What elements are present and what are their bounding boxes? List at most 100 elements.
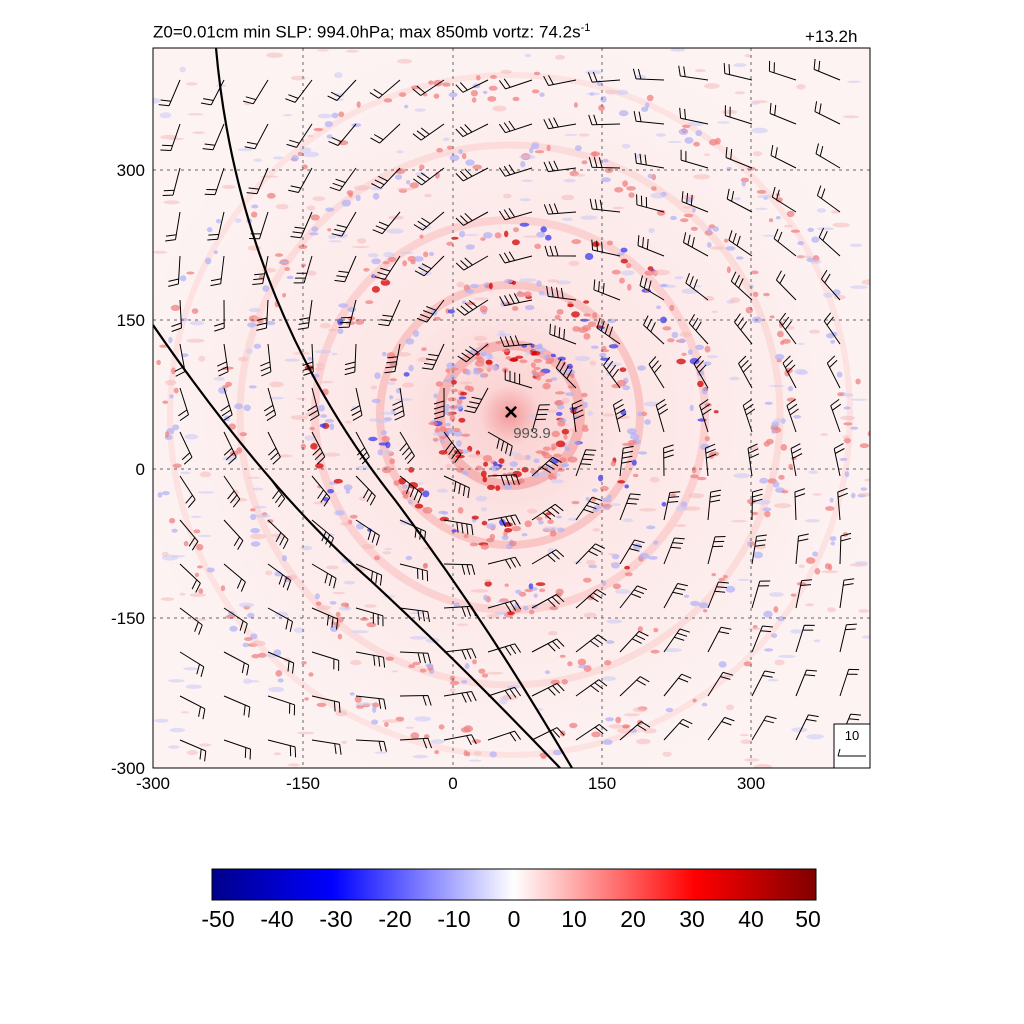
vorticity-speckle — [461, 680, 468, 684]
vorticity-speckle — [641, 411, 648, 417]
vorticity-speckle — [504, 278, 513, 284]
vorticity-speckle — [524, 291, 532, 298]
wind-barb — [499, 293, 533, 307]
vorticity-speckle — [857, 492, 870, 497]
wind-barb — [223, 695, 251, 718]
vorticity-speckle — [756, 194, 774, 199]
wind-barb — [596, 317, 621, 345]
vorticity-speckle — [331, 352, 338, 356]
vorticity-speckle — [573, 173, 586, 177]
vorticity-speckle — [520, 161, 526, 168]
vorticity-speckle — [234, 403, 243, 410]
vorticity-speckle — [796, 84, 806, 90]
wind-barb — [416, 299, 445, 323]
wind-barb — [619, 493, 641, 521]
vorticity-speckle — [541, 451, 547, 457]
vorticity-speckle — [320, 414, 328, 418]
vorticity-speckle — [703, 361, 712, 366]
vorticity-speckle — [550, 361, 559, 368]
vorticity-speckle — [262, 285, 270, 292]
vorticity-speckle — [382, 551, 392, 555]
coastline-east — [214, 48, 573, 768]
vorticity-speckle — [706, 242, 712, 248]
vorticity-speckle — [683, 506, 701, 511]
vorticity-speckle — [317, 49, 330, 52]
vorticity-speckle — [433, 79, 443, 87]
vorticity-speckle — [534, 150, 545, 154]
title-main: Z0=0.01cm min SLP: 994.0hPa; max 850mb v… — [153, 22, 581, 42]
vorticity-speckle — [470, 90, 478, 97]
vorticity-speckle — [453, 602, 460, 608]
vorticity-speckle — [234, 218, 242, 224]
vorticity-speckle — [463, 534, 469, 539]
wind-barb — [179, 651, 205, 678]
vorticity-speckle — [786, 210, 795, 218]
vorticity-speckle — [861, 279, 870, 285]
vorticity-speckle — [198, 588, 204, 595]
vorticity-speckle — [713, 410, 719, 414]
vorticity-speckle — [198, 355, 206, 362]
vorticity-speckle — [429, 251, 434, 257]
vorticity-speckle — [501, 349, 510, 353]
wind-barb — [433, 387, 445, 420]
vorticity-speckle — [621, 270, 635, 276]
vorticity-speckle — [481, 673, 489, 678]
wind-barb — [778, 312, 797, 345]
vorticity-speckle — [547, 409, 558, 413]
vorticity-speckle — [325, 207, 335, 212]
vorticity-speckle — [830, 340, 836, 344]
vorticity-speckle — [777, 616, 785, 622]
vorticity-speckle — [637, 411, 643, 417]
vorticity-speckle — [602, 580, 607, 586]
vorticity-speckle — [343, 484, 353, 491]
wind-barb — [311, 651, 340, 671]
vorticity-speckle — [475, 495, 488, 502]
wind-barb — [738, 355, 753, 389]
vorticity-speckle — [753, 291, 759, 297]
vorticity-speckle — [506, 685, 520, 690]
vorticity-speckle — [755, 500, 771, 505]
vorticity-speckle — [624, 713, 640, 717]
vorticity-speckle — [825, 506, 835, 511]
vorticity-speckle — [671, 331, 679, 339]
wind-barb — [260, 343, 272, 377]
vorticity-speckle — [458, 396, 467, 400]
wind-barb — [724, 105, 753, 125]
vorticity-speckle — [220, 585, 226, 592]
vorticity-speckle — [619, 367, 627, 373]
vorticity-speckle — [585, 559, 596, 565]
vorticity-speckle — [559, 654, 566, 658]
vorticity-speckle — [250, 513, 257, 521]
vorticity-speckle — [356, 101, 361, 108]
vorticity-speckle — [250, 541, 261, 547]
vorticity-speckle — [268, 396, 284, 400]
wind-barb — [399, 607, 430, 622]
vorticity-speckle — [729, 376, 740, 381]
vorticity-speckle — [253, 343, 262, 349]
vorticity-speckle — [249, 508, 256, 512]
wind-barb — [487, 514, 521, 528]
vorticity-speckle — [542, 526, 560, 532]
vorticity-speckle — [751, 511, 759, 516]
vorticity-speckle — [180, 711, 190, 714]
vorticity-speckle — [837, 392, 844, 397]
vorticity-speckle — [408, 364, 414, 372]
wind-barb — [571, 399, 584, 433]
wind-barb — [414, 255, 445, 277]
vorticity-speckle — [836, 371, 843, 378]
vorticity-speckle — [408, 664, 416, 669]
wind-barb — [329, 167, 357, 192]
wind-barb — [378, 299, 401, 327]
vorticity-speckle — [632, 707, 647, 713]
vorticity-speckle — [604, 660, 612, 666]
vorticity-speckle — [651, 186, 657, 191]
vorticity-speckle — [615, 89, 629, 96]
wind-barb — [839, 623, 857, 653]
vorticity-speckle — [250, 533, 266, 540]
vorticity-speckle — [372, 702, 379, 708]
vorticity-speckle — [253, 158, 262, 162]
vorticity-speckle — [750, 541, 755, 546]
wind-barb — [285, 79, 313, 103]
vorticity-speckle — [653, 540, 659, 545]
vorticity-speckle — [414, 716, 432, 722]
